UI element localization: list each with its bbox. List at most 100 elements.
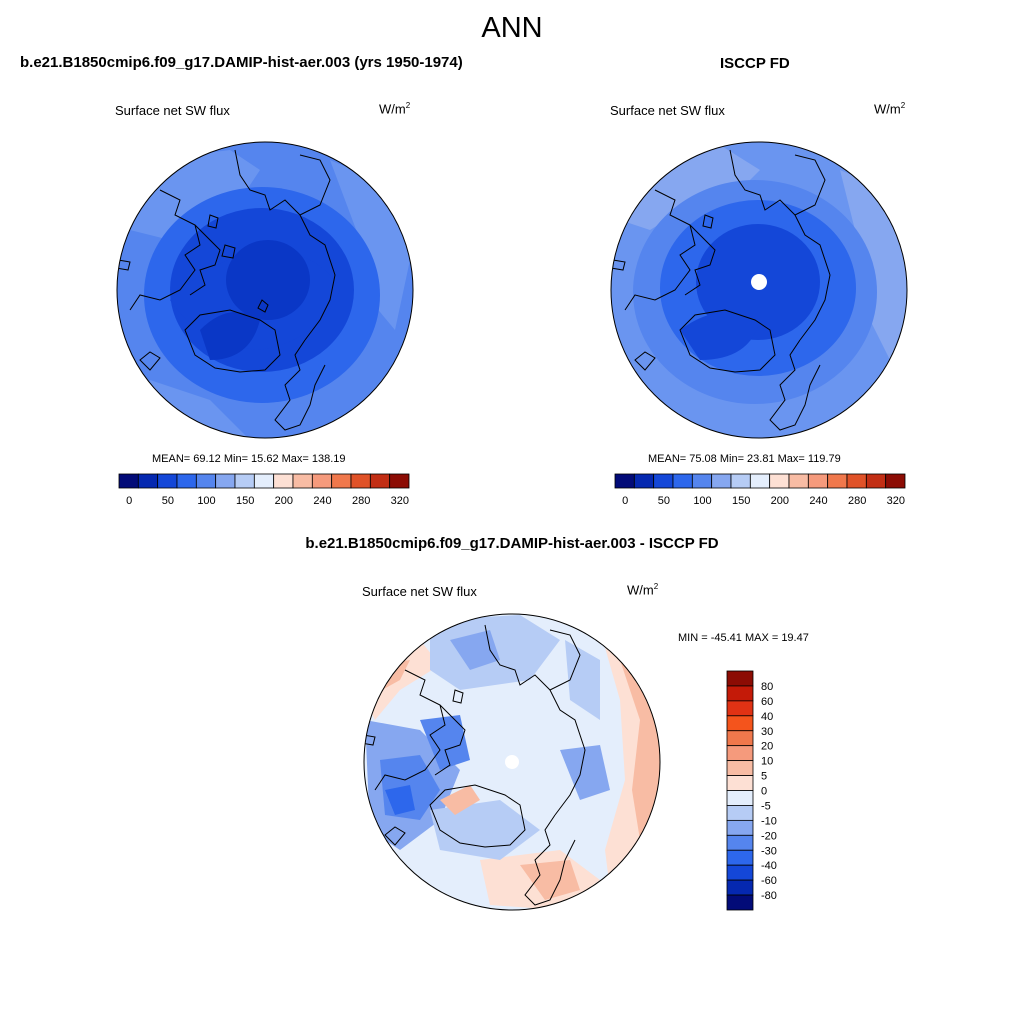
colorbar-diff-swatch	[726, 805, 754, 821]
map-diff-coastlines	[364, 624, 586, 906]
colorbar-diff-swatch	[726, 879, 754, 896]
panel2-variable: Surface net SW flux	[610, 103, 725, 118]
colorbar-obs-swatch	[672, 473, 693, 489]
colorbar-model-swatch	[176, 473, 197, 489]
panel3-variable: Surface net SW flux	[362, 584, 477, 599]
colorbar-diff-swatch	[726, 700, 754, 717]
colorbar-diff-swatch	[726, 849, 754, 866]
colorbar-diff-tick-label: -10	[761, 815, 777, 827]
map-model	[117, 142, 413, 438]
colorbar-model-swatch	[273, 473, 294, 489]
panel3-stats: MIN = -45.41 MAX = 19.47	[678, 632, 809, 644]
colorbar-diff-swatch	[726, 745, 754, 762]
colorbar-diff: 80 60 40 30 20 10 5 0 -5 -10 -20 -30 -40 -60 -80	[726, 670, 777, 911]
colorbar-model-swatch	[292, 473, 313, 489]
colorbar-model-swatch	[137, 473, 159, 489]
colorbar-obs-swatch	[865, 473, 887, 489]
colorbar-diff-tick-label: -5	[761, 800, 771, 812]
colorbar-model-swatch	[369, 473, 391, 489]
colorbar-obs: 0 50 100 150 200 240 280 320	[614, 473, 906, 507]
panel2-units: W/m2	[874, 101, 906, 117]
colorbar-diff-tick-label: 80	[761, 681, 773, 693]
colorbar-model-swatch	[253, 473, 275, 489]
map-diff	[364, 614, 660, 910]
colorbar-diff-swatch	[726, 864, 754, 881]
figure-title: ANN	[481, 12, 543, 44]
colorbar-obs-tick-label: 320	[887, 495, 905, 507]
colorbar-model-tick-label: 150	[236, 495, 254, 507]
colorbar-model-swatch	[157, 473, 178, 489]
colorbar-diff-tick-label: 20	[761, 741, 773, 753]
colorbar-model-swatch	[234, 473, 255, 489]
colorbar-model-tick-label: 200	[275, 495, 293, 507]
panel1-stats: MEAN= 69.12 Min= 15.62 Max= 138.19	[152, 453, 346, 465]
colorbar-diff-tick-label: 60	[761, 696, 773, 708]
colorbar-diff-tick-label: 10	[761, 756, 773, 768]
colorbar-obs-tick-label: 0	[622, 495, 628, 507]
colorbar-model-swatch	[118, 473, 139, 489]
colorbar-obs-swatch	[807, 473, 829, 489]
colorbar-diff-tick-label: -30	[761, 845, 777, 857]
map-obs-coastlines	[611, 149, 831, 431]
colorbar-obs-swatch	[730, 473, 751, 489]
colorbar-obs-tick-label: 50	[658, 495, 670, 507]
colorbar-diff-tick-label: 40	[761, 711, 773, 723]
colorbar-obs-tick-label: 280	[848, 495, 866, 507]
colorbar-diff-swatch	[726, 715, 754, 732]
panel2-stats: MEAN= 75.08 Min= 23.81 Max= 119.79	[648, 453, 841, 465]
panel1-title: b.e21.B1850cmip6.f09_g17.DAMIP-hist-aer.…	[20, 54, 463, 71]
colorbar-model-tick-label: 100	[197, 495, 215, 507]
colorbar-diff-swatch	[726, 670, 754, 687]
colorbar-obs-swatch	[846, 473, 867, 489]
panel3-title: b.e21.B1850cmip6.f09_g17.DAMIP-hist-aer.…	[305, 535, 719, 552]
colorbar-diff-swatch	[726, 819, 754, 836]
colorbar-model-tick-label: 280	[352, 495, 370, 507]
map-obs	[611, 142, 907, 438]
panel1-units: W/m2	[379, 101, 411, 117]
map-model-coastlines	[117, 149, 336, 431]
colorbar-diff-swatch	[726, 730, 754, 747]
colorbar-model-swatch	[331, 473, 352, 489]
colorbar-diff-swatch	[726, 775, 754, 791]
colorbar-diff-tick-label: 30	[761, 726, 773, 738]
colorbar-obs-tick-label: 150	[732, 495, 750, 507]
colorbar-diff-tick-label: -60	[761, 875, 777, 887]
colorbar-model-tick-label: 0	[126, 495, 132, 507]
colorbar-diff-tick-label: 0	[761, 786, 767, 798]
colorbar-obs-tick-label: 240	[809, 495, 827, 507]
colorbar-obs-swatch	[749, 473, 771, 489]
colorbar-model-tick-label: 240	[313, 495, 331, 507]
colorbar-diff-swatch	[726, 790, 754, 806]
colorbar-obs-swatch	[653, 473, 674, 489]
colorbar-obs-swatch	[827, 473, 848, 489]
colorbar-obs-swatch	[614, 473, 635, 489]
colorbar-model-swatch	[350, 473, 371, 489]
colorbar-model-swatch	[311, 473, 333, 489]
colorbar-diff-tick-label: 5	[761, 771, 767, 783]
colorbar-obs-swatch	[769, 473, 790, 489]
panel1-variable: Surface net SW flux	[115, 103, 230, 118]
colorbar-model-swatch	[215, 473, 236, 489]
colorbar-diff-swatch	[726, 685, 754, 702]
colorbar-diff-swatch	[726, 760, 754, 776]
colorbar-obs-tick-label: 200	[771, 495, 789, 507]
colorbar-obs-swatch	[633, 473, 655, 489]
colorbar-obs-swatch	[711, 473, 732, 489]
colorbar-model-swatch	[389, 473, 410, 489]
colorbar-obs-swatch	[885, 473, 906, 489]
colorbar-obs-swatch	[788, 473, 809, 489]
colorbar-obs-tick-label: 100	[693, 495, 711, 507]
colorbar-obs-swatch	[691, 473, 713, 489]
panel3-units: W/m2	[627, 582, 659, 598]
colorbar-model: 0 50 100 150 200 240 280 320	[118, 473, 410, 507]
colorbar-diff-swatch	[726, 894, 754, 911]
colorbar-diff-tick-label: -20	[761, 830, 777, 842]
colorbar-model-tick-label: 320	[391, 495, 409, 507]
colorbar-model-tick-label: 50	[162, 495, 174, 507]
colorbar-diff-tick-label: -40	[761, 860, 777, 872]
colorbar-model-swatch	[195, 473, 217, 489]
colorbar-diff-tick-label: -80	[761, 890, 777, 902]
panel2-title: ISCCP FD	[720, 55, 790, 72]
colorbar-diff-swatch	[726, 834, 754, 851]
